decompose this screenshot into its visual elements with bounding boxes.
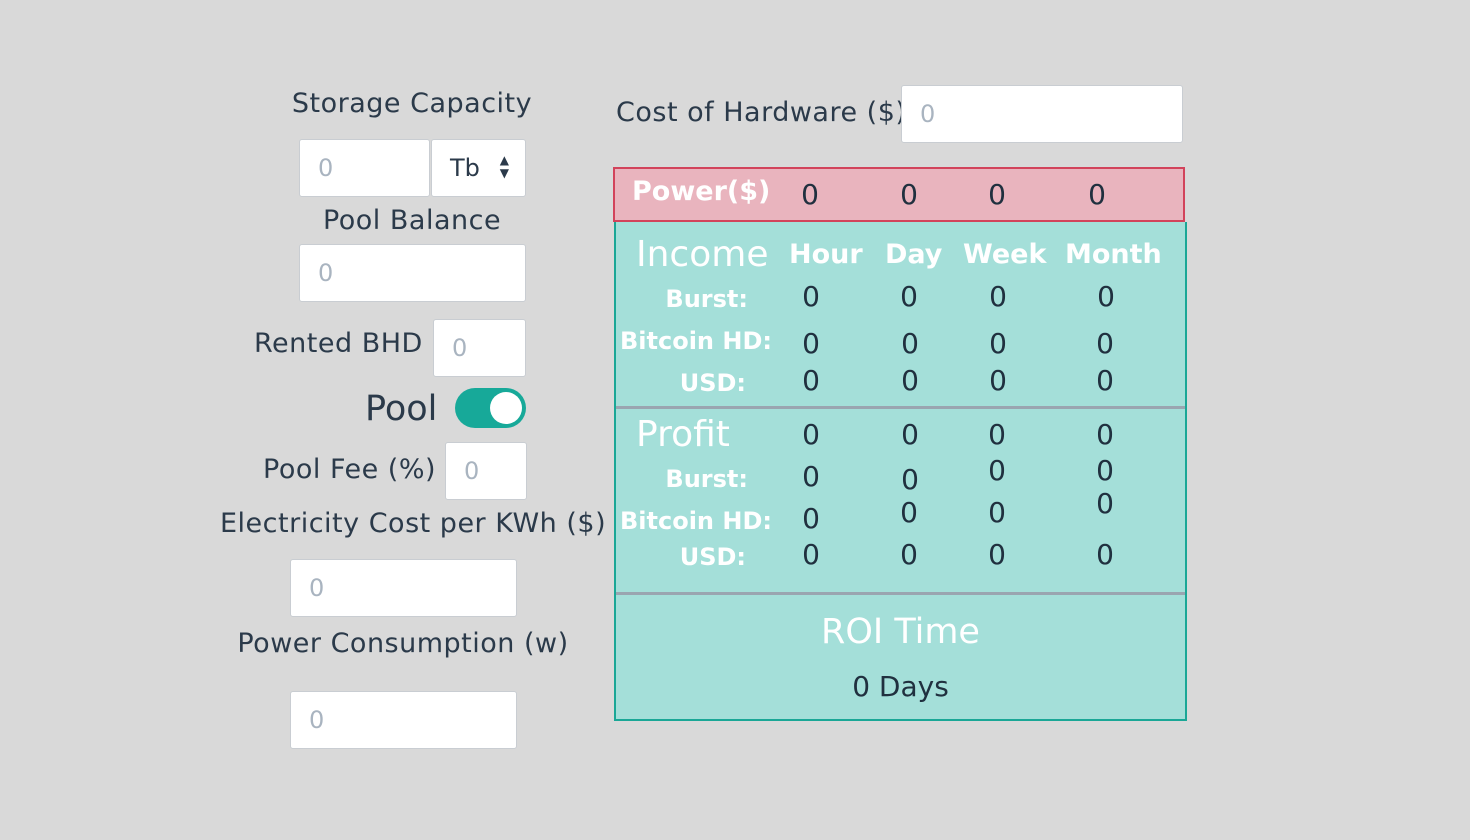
income-title: Income: [636, 234, 769, 275]
income-burst-month: 0: [1097, 280, 1115, 313]
power-consumption-label: Power Consumption (w): [237, 628, 569, 659]
pool-balance-input[interactable]: [299, 244, 526, 302]
profit-burst-month: 0: [1096, 454, 1114, 487]
pool-toggle-label: Pool: [365, 389, 438, 429]
profit-title: Profit: [636, 414, 730, 455]
results-panel: [614, 222, 1187, 721]
roi-value: 0 Days: [852, 670, 949, 703]
profit-usd-week: 0: [988, 538, 1006, 571]
storage-unit-select[interactable]: Tb ▲ ▼: [431, 139, 526, 197]
power-week-value: 0: [988, 178, 1006, 211]
col-day: Day: [885, 239, 943, 270]
profit-total-month: 0: [1096, 418, 1114, 451]
power-label: Power($): [632, 176, 771, 207]
income-usd-week: 0: [989, 364, 1007, 397]
income-bhd-hour: 0: [802, 327, 820, 360]
profit-bhd-week: 0: [988, 496, 1006, 529]
col-hour: Hour: [789, 239, 863, 270]
pool-fee-input[interactable]: [445, 442, 527, 500]
income-burst-day: 0: [900, 280, 918, 313]
hardware-cost-label: Cost of Hardware ($): [616, 97, 907, 128]
income-usd-day: 0: [901, 364, 919, 397]
profit-burst-day: 0: [901, 463, 919, 496]
power-consumption-input[interactable]: [290, 691, 517, 749]
profit-row-label: USD:: [679, 543, 746, 571]
power-row: [613, 167, 1185, 222]
hardware-cost-input[interactable]: [901, 85, 1183, 143]
profit-row-label: Bitcoin HD:: [620, 507, 772, 535]
profit-bhd-day: 0: [900, 496, 918, 529]
income-row-label: Burst:: [665, 285, 748, 313]
section-divider: [616, 406, 1185, 409]
income-bhd-week: 0: [989, 327, 1007, 360]
income-bhd-day: 0: [901, 327, 919, 360]
electricity-cost-input[interactable]: [290, 559, 517, 617]
income-usd-hour: 0: [802, 364, 820, 397]
profit-total-day: 0: [901, 418, 919, 451]
power-month-value: 0: [1088, 178, 1106, 211]
section-divider: [616, 592, 1185, 595]
storage-capacity-label: Storage Capacity: [291, 88, 533, 119]
income-burst-week: 0: [989, 280, 1007, 313]
rented-bhd-label: Rented BHD: [254, 328, 423, 359]
rented-bhd-input[interactable]: [433, 319, 526, 377]
income-usd-month: 0: [1096, 364, 1114, 397]
roi-title: ROI Time: [821, 612, 980, 652]
storage-capacity-input[interactable]: [299, 139, 430, 197]
profit-usd-day: 0: [900, 538, 918, 571]
income-bhd-month: 0: [1096, 327, 1114, 360]
profit-burst-week: 0: [988, 454, 1006, 487]
profit-total-week: 0: [988, 418, 1006, 451]
power-hour-value: 0: [801, 178, 819, 211]
profit-usd-month: 0: [1096, 538, 1114, 571]
income-row-label: USD:: [679, 369, 746, 397]
income-row-label: Bitcoin HD:: [620, 327, 772, 355]
power-day-value: 0: [900, 178, 918, 211]
pool-fee-label: Pool Fee (%): [263, 454, 437, 485]
storage-unit-value: Tb: [450, 154, 480, 182]
col-week: Week: [963, 239, 1047, 270]
profit-total-hour: 0: [802, 418, 820, 451]
select-arrows-icon: ▲ ▼: [499, 153, 509, 180]
profit-row-label: Burst:: [665, 465, 748, 493]
profit-burst-hour: 0: [802, 460, 820, 493]
profit-bhd-month: 0: [1096, 487, 1114, 520]
profit-usd-hour: 0: [802, 538, 820, 571]
toggle-knob: [490, 392, 522, 424]
pool-balance-label: Pool Balance: [322, 205, 502, 236]
electricity-cost-label: Electricity Cost per KWh ($): [220, 508, 607, 539]
col-month: Month: [1065, 239, 1162, 270]
income-burst-hour: 0: [802, 280, 820, 313]
profit-bhd-hour: 0: [802, 502, 820, 535]
pool-toggle[interactable]: [455, 388, 526, 428]
